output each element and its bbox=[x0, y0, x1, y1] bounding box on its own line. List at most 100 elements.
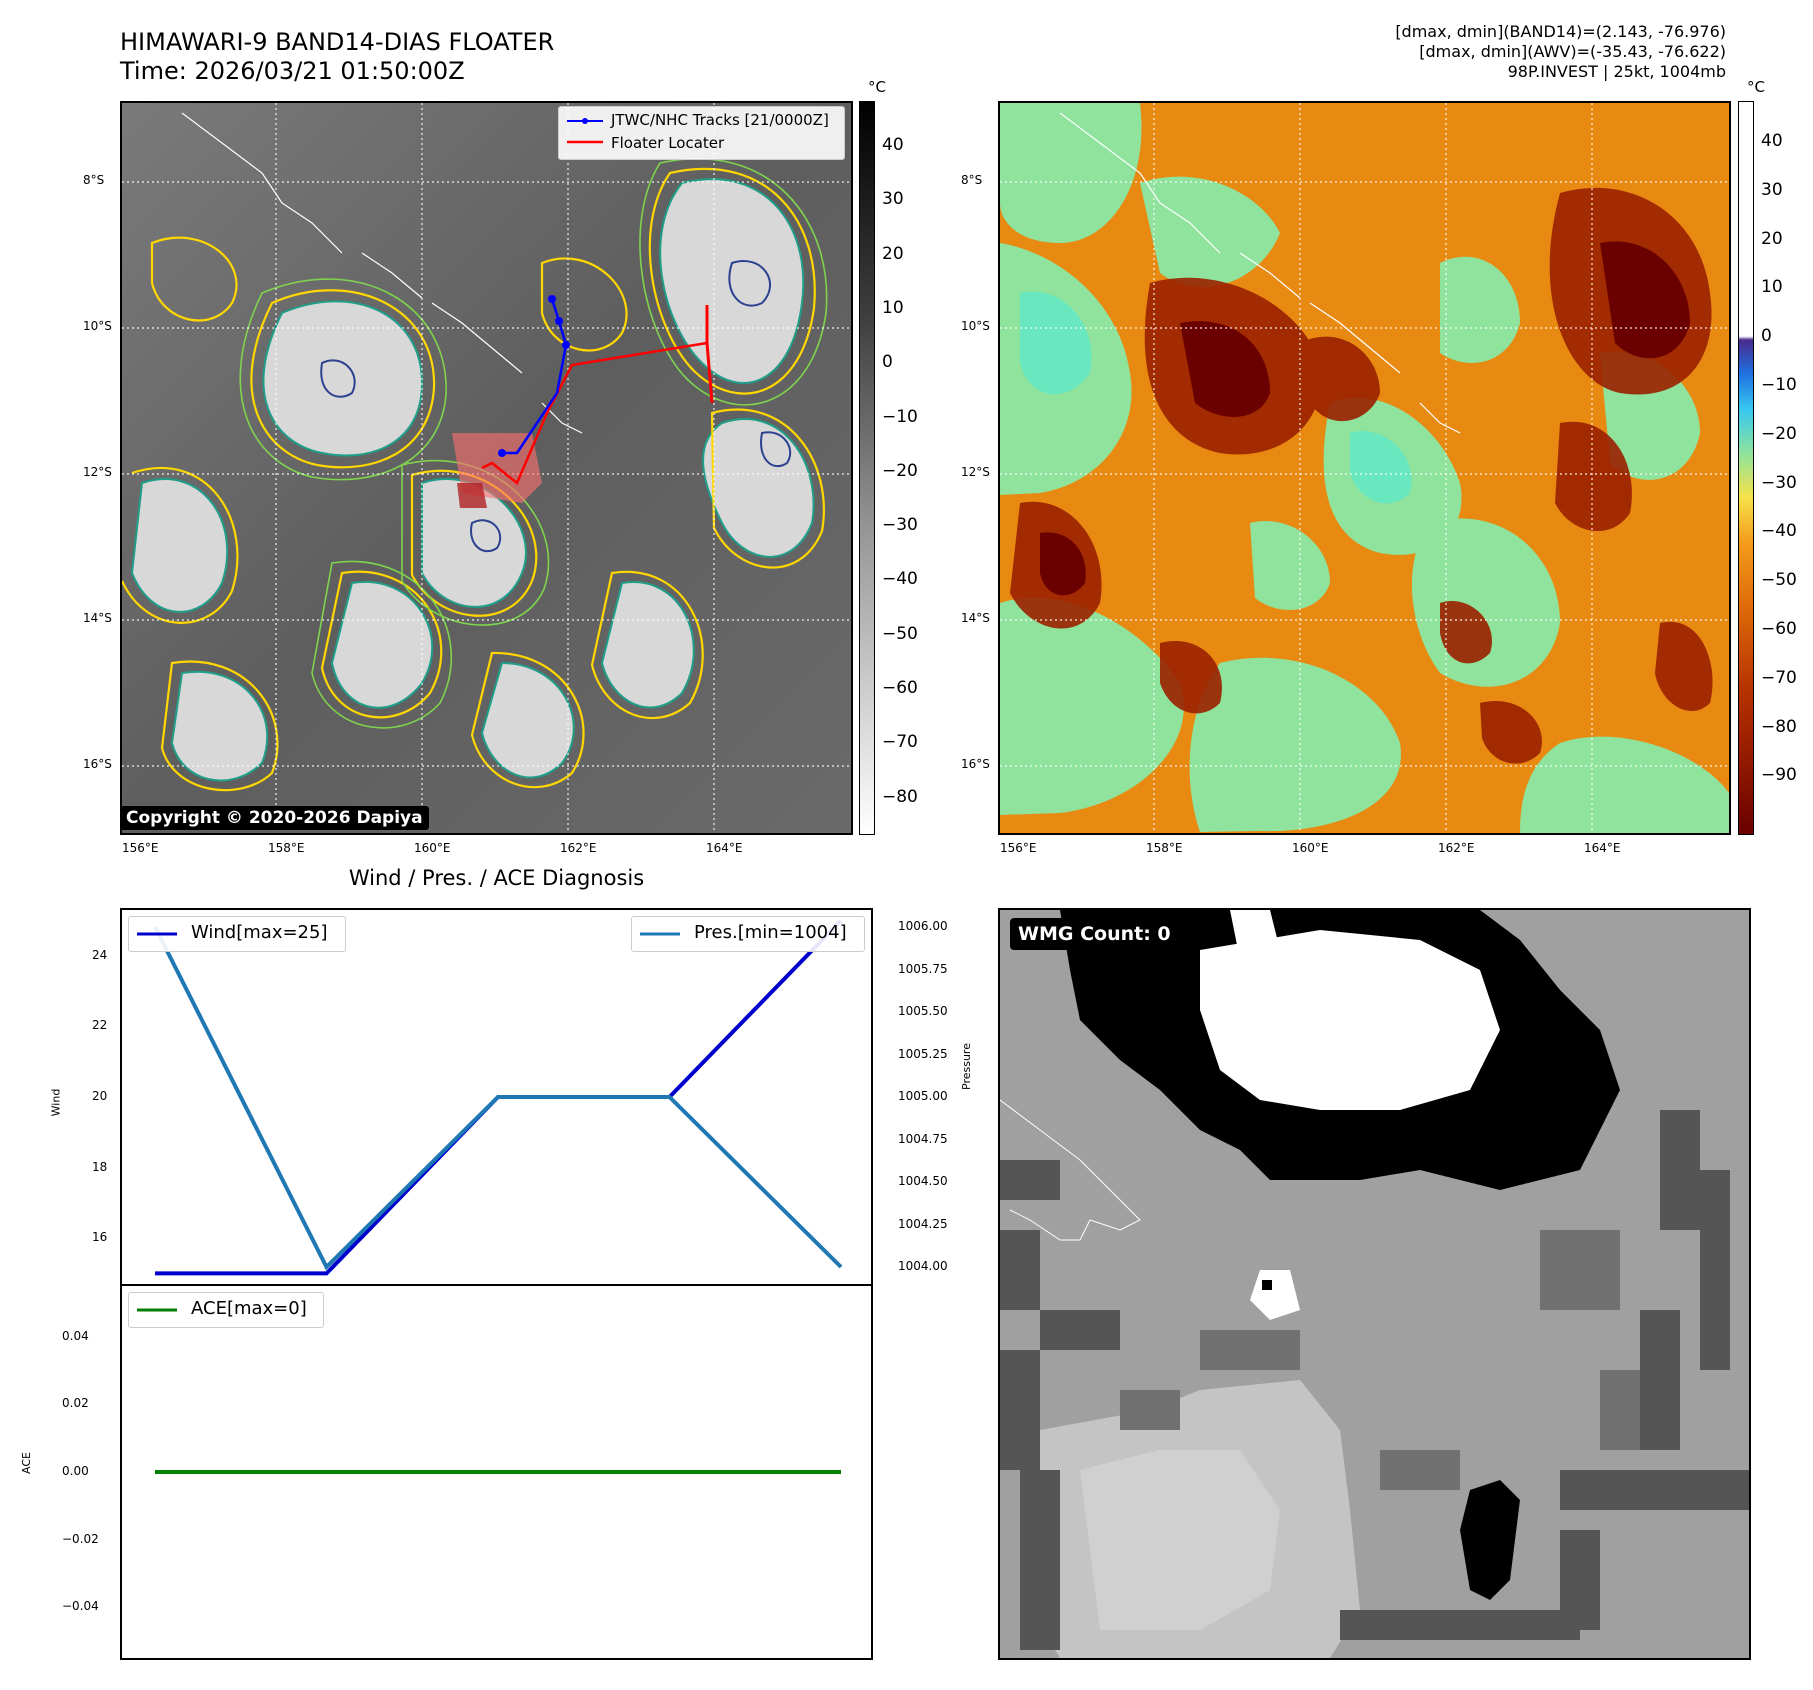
awv-map-image bbox=[1000, 103, 1729, 833]
colorbar-tick: 20 bbox=[1761, 228, 1783, 249]
lon-label: 156°E bbox=[1000, 841, 1037, 855]
colorbar-tick: 0 bbox=[882, 352, 893, 373]
colorbar-tick: 40 bbox=[882, 135, 904, 155]
colorbar-tick: −50 bbox=[1761, 570, 1797, 591]
lat-label: 16°S bbox=[961, 757, 990, 771]
info-line-2: [dmax, dmin](AWV)=(-35.43, -76.622) bbox=[1419, 42, 1726, 61]
wmg-panel bbox=[998, 908, 1751, 1660]
storm-info: [dmax, dmin](BAND14)=(2.143, -76.976) [d… bbox=[1395, 22, 1726, 82]
colorbar-tick: −80 bbox=[1761, 716, 1797, 737]
track-point bbox=[548, 295, 556, 303]
colorbar-tick: −20 bbox=[882, 460, 918, 481]
pressure-ytick: 1004.00 bbox=[898, 1259, 948, 1273]
pressure-ytick: 1005.00 bbox=[898, 1089, 948, 1103]
floater-locater-path bbox=[481, 341, 708, 486]
pressure-ytick: 1005.50 bbox=[898, 1004, 948, 1018]
wind-pressure-plot bbox=[153, 919, 843, 1276]
colorbar-tick: 10 bbox=[1761, 277, 1783, 298]
lon-label: 158°E bbox=[268, 841, 305, 855]
colorbar-tick: −90 bbox=[1761, 765, 1797, 786]
colorbar-tick: −70 bbox=[1761, 667, 1797, 688]
right-colorbar bbox=[1738, 101, 1754, 835]
colorbar-tick: 40 bbox=[1761, 131, 1783, 151]
pressure-ytick: 1005.75 bbox=[898, 961, 948, 976]
lon-label: 164°E bbox=[1584, 841, 1621, 855]
colorbar-tick: 10 bbox=[882, 297, 904, 318]
lon-label: 162°E bbox=[1438, 841, 1475, 855]
ace-legend: ACE[max=0] bbox=[128, 1292, 324, 1328]
track-point bbox=[498, 449, 506, 457]
title-line-2: Time: 2026/03/21 01:50:00Z bbox=[120, 57, 465, 85]
colorbar-tick: −40 bbox=[1761, 521, 1797, 542]
ir-map-panel bbox=[120, 101, 853, 835]
lat-label: 10°S bbox=[961, 319, 990, 333]
legend-locater-label: Floater Locater bbox=[611, 134, 725, 152]
pressure-ytick: 1004.25 bbox=[898, 1216, 948, 1231]
pressure-ytick: 1006.00 bbox=[898, 919, 948, 933]
lat-label: 10°S bbox=[83, 319, 112, 333]
lon-label: 164°E bbox=[706, 841, 743, 855]
colorbar-tick: −60 bbox=[882, 678, 918, 698]
colorbar-tick: 0 bbox=[1761, 326, 1772, 347]
wind-ytick: 18 bbox=[92, 1159, 108, 1174]
ace-ytick: −0.02 bbox=[62, 1531, 99, 1546]
lat-label: 8°S bbox=[961, 173, 983, 187]
pressure-series-line bbox=[153, 926, 843, 1271]
wind-pressure-panel bbox=[120, 908, 873, 1286]
pressure-ytick: 1004.75 bbox=[898, 1131, 948, 1146]
title-line-1: HIMAWARI-9 BAND14-DIAS FLOATER bbox=[120, 28, 555, 56]
ace-ylabel: ACE bbox=[20, 1452, 33, 1474]
wmg-image bbox=[1000, 910, 1749, 1658]
colorbar-tick: −10 bbox=[1761, 375, 1797, 395]
awv-map-panel bbox=[998, 101, 1731, 835]
colorbar-tick: −20 bbox=[1761, 423, 1797, 444]
colorbar-tick: −70 bbox=[882, 732, 918, 753]
figure-title: HIMAWARI-9 BAND14-DIAS FLOATER Time: 202… bbox=[120, 28, 554, 86]
wmg-count-badge: WMG Count: 0 bbox=[1010, 918, 1179, 950]
lon-label: 158°E bbox=[1146, 841, 1183, 855]
wind-ytick: 22 bbox=[92, 1018, 108, 1033]
lat-label: 14°S bbox=[83, 611, 112, 625]
right-colorbar-unit: °C bbox=[1747, 78, 1765, 96]
locater-legend-icon bbox=[567, 140, 603, 144]
lat-label: 14°S bbox=[961, 611, 990, 625]
ace-ytick: 0.00 bbox=[62, 1464, 89, 1478]
left-colorbar bbox=[859, 101, 875, 835]
wind-legend-icon bbox=[137, 932, 177, 936]
lat-label: 8°S bbox=[83, 173, 105, 187]
legend-tracks-label: JTWC/NHC Tracks [21/0000Z] bbox=[611, 111, 829, 129]
pressure-legend-label: Pres.[min=1004] bbox=[694, 922, 847, 943]
colorbar-tick: 30 bbox=[1761, 179, 1783, 200]
colorbar-tick: 20 bbox=[882, 243, 904, 264]
lat-label: 12°S bbox=[961, 465, 990, 479]
ir-map-image bbox=[122, 103, 851, 833]
wind-legend-label: Wind[max=25] bbox=[191, 922, 328, 943]
info-line-1: [dmax, dmin](BAND14)=(2.143, -76.976) bbox=[1395, 22, 1726, 41]
wind-ytick: 20 bbox=[92, 1089, 108, 1103]
ace-ytick: 0.02 bbox=[62, 1396, 89, 1411]
ace-panel bbox=[120, 1284, 873, 1660]
wind-legend: Wind[max=25] bbox=[128, 916, 346, 952]
pressure-legend-icon bbox=[640, 932, 680, 936]
lat-label: 16°S bbox=[83, 757, 112, 771]
colorbar-tick: −30 bbox=[882, 515, 918, 536]
wind-ytick: 24 bbox=[92, 947, 108, 962]
ir-map-legend: JTWC/NHC Tracks [21/0000Z] Floater Locat… bbox=[558, 106, 845, 160]
colorbar-tick: −60 bbox=[1761, 619, 1797, 639]
copyright-badge: Copyright © 2020-2026 Dapiya bbox=[120, 806, 429, 830]
track-point bbox=[555, 317, 563, 325]
wind-ytick: 16 bbox=[92, 1230, 108, 1245]
left-colorbar-unit: °C bbox=[868, 78, 886, 96]
ace-legend-icon bbox=[137, 1308, 177, 1312]
colorbar-tick: −30 bbox=[1761, 472, 1797, 493]
info-line-3: 98P.INVEST | 25kt, 1004mb bbox=[1507, 62, 1726, 81]
lat-label: 12°S bbox=[83, 465, 112, 479]
ace-legend-label: ACE[max=0] bbox=[191, 1298, 307, 1319]
pressure-ytick: 1004.50 bbox=[898, 1174, 948, 1188]
ace-ytick: −0.04 bbox=[62, 1599, 99, 1614]
lon-label: 160°E bbox=[414, 841, 451, 855]
lon-label: 162°E bbox=[560, 841, 597, 855]
track-legend-icon bbox=[567, 118, 603, 124]
colorbar-tick: −50 bbox=[882, 623, 918, 644]
track-point bbox=[562, 341, 570, 349]
